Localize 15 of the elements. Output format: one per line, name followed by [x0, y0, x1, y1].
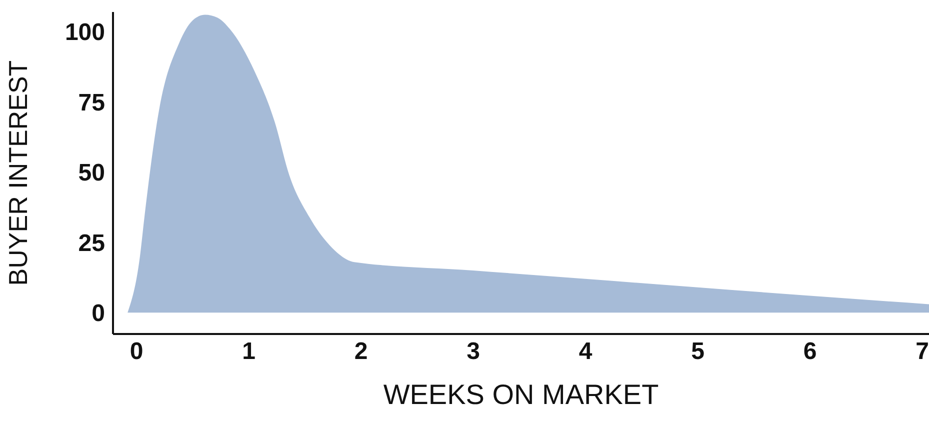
- x-tick-label: 3: [466, 338, 480, 366]
- x-tick-label: 5: [691, 338, 704, 366]
- y-tick-label: 50: [78, 160, 105, 187]
- x-tick-label: 6: [803, 338, 817, 366]
- y-tick-label: 0: [92, 300, 105, 328]
- x-tick-label: 7: [916, 338, 929, 366]
- x-tick-label: 4: [578, 338, 593, 366]
- x-tick-label: 0: [130, 338, 144, 366]
- y-tick-label: 75: [78, 89, 105, 116]
- x-tick-label: 2: [354, 338, 368, 366]
- y-tick-label: 100: [64, 19, 105, 46]
- y-axis-title: BUYER INTEREST: [3, 60, 34, 286]
- x-tick-label: 1: [242, 338, 256, 366]
- y-tick-label: 25: [78, 230, 105, 257]
- x-axis-title: WEEKS ON MARKET: [383, 379, 659, 410]
